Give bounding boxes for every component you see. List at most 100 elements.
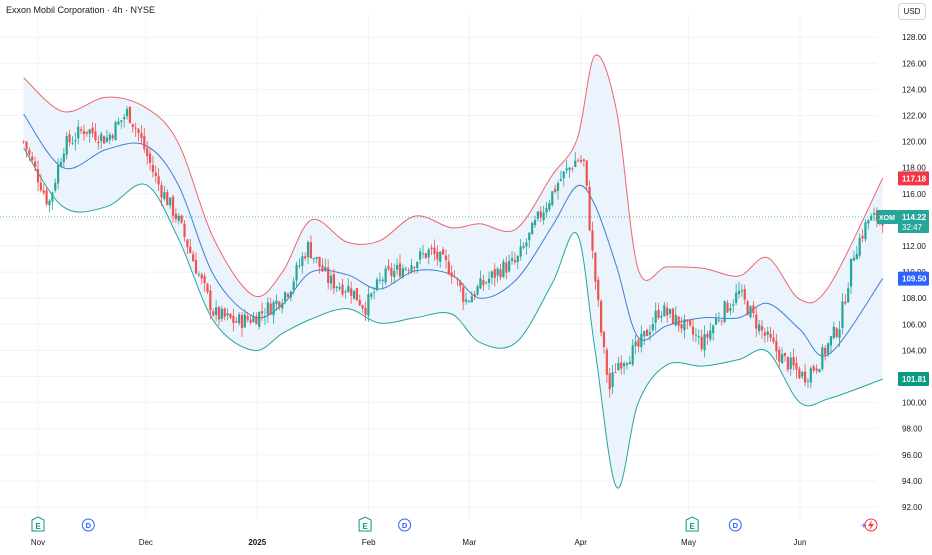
candle-body xyxy=(123,117,126,120)
dividend-marker[interactable]: D xyxy=(728,518,742,532)
upcoming-event-icon[interactable]: + xyxy=(861,518,878,532)
candle-body xyxy=(194,260,198,274)
candle-body xyxy=(640,333,643,348)
candle-body xyxy=(347,285,350,293)
candle-body xyxy=(588,186,591,231)
candle-body xyxy=(344,291,347,293)
candle-body xyxy=(487,278,491,283)
candle-body xyxy=(545,208,548,213)
candle-body xyxy=(36,169,40,183)
candle-body xyxy=(470,296,473,303)
candle-body xyxy=(594,252,597,282)
candle-body xyxy=(154,172,157,176)
candle-body xyxy=(45,190,48,205)
candle-body xyxy=(841,301,844,329)
candle-body xyxy=(691,326,695,335)
candle-body xyxy=(163,192,166,200)
candle-body xyxy=(525,242,528,247)
candle-body xyxy=(134,127,137,129)
candle-body xyxy=(258,312,261,327)
candle-body xyxy=(203,276,206,284)
y-tick-label: 122.00 xyxy=(902,112,927,121)
y-tick-label: 104.00 xyxy=(902,346,927,355)
dividend-icon-letter: D xyxy=(733,521,739,530)
dividend-icon xyxy=(81,518,95,532)
candle-body xyxy=(459,281,462,287)
candle-body xyxy=(602,331,606,348)
candle-body xyxy=(732,304,735,306)
candle-body xyxy=(648,332,652,335)
candle-body xyxy=(131,124,134,128)
candle-body xyxy=(433,247,436,254)
y-tick-label: 96.00 xyxy=(902,451,923,460)
candle-body xyxy=(772,337,775,342)
candle-body xyxy=(717,319,721,321)
candle-body xyxy=(111,135,114,139)
candle-body xyxy=(358,300,361,306)
candle-body xyxy=(206,283,209,292)
candle-body xyxy=(68,134,71,143)
candle-body xyxy=(714,318,718,325)
earnings-icon xyxy=(685,516,699,532)
candle-body xyxy=(148,153,152,163)
candle-body xyxy=(82,131,86,135)
candle-body xyxy=(71,142,74,144)
candle-body xyxy=(577,160,580,162)
candle-body xyxy=(381,279,384,281)
candle-body xyxy=(404,268,407,270)
candle-body xyxy=(232,315,235,323)
candle-body xyxy=(657,309,660,318)
candle-body xyxy=(275,300,278,305)
candle-body xyxy=(105,137,109,142)
candle-body xyxy=(631,345,634,365)
candle-body xyxy=(663,305,666,316)
dividend-marker[interactable]: D xyxy=(398,518,412,532)
candle-body xyxy=(872,213,876,215)
candle-body xyxy=(220,308,223,319)
candle-body xyxy=(215,307,218,315)
candle-body xyxy=(694,335,698,337)
candle-body xyxy=(760,326,764,331)
candle-body xyxy=(304,256,307,259)
candle-body xyxy=(726,302,729,313)
candle-body xyxy=(410,265,413,273)
candle-body xyxy=(875,210,879,221)
candle-body xyxy=(528,232,531,241)
candle-body xyxy=(574,160,577,168)
candle-body xyxy=(551,191,554,205)
candle-body xyxy=(102,136,106,144)
candle-body xyxy=(255,316,258,325)
candle-body xyxy=(493,269,496,278)
earnings-marker[interactable]: E xyxy=(358,516,372,532)
chart-title: Exxon Mobil Corporation · 4h · NYSE xyxy=(6,5,156,15)
candle-body xyxy=(324,267,327,270)
candle-body xyxy=(117,121,120,125)
candle-body xyxy=(510,258,514,261)
earnings-marker[interactable]: E xyxy=(685,516,699,532)
candle-body xyxy=(462,287,465,302)
earnings-icon xyxy=(358,516,372,532)
candle-body xyxy=(703,334,706,351)
last-price-bg xyxy=(898,210,929,234)
candle-body xyxy=(479,278,482,289)
dividend-marker[interactable]: D xyxy=(81,518,95,532)
candle-body xyxy=(654,310,657,323)
countdown-text: 32:47 xyxy=(902,223,923,232)
earnings-marker[interactable]: E xyxy=(31,516,45,532)
candle-body xyxy=(516,256,519,263)
candle-body xyxy=(568,167,571,170)
lightning-icon xyxy=(868,520,874,531)
candle-body xyxy=(643,331,646,337)
candle-body xyxy=(723,301,726,322)
candle-body xyxy=(737,290,741,295)
dividend-icon-letter: D xyxy=(402,521,408,530)
candle-body xyxy=(496,268,499,276)
candle-body xyxy=(508,260,511,272)
bollinger-bands xyxy=(23,54,884,489)
candle-body xyxy=(608,373,611,390)
currency-button[interactable]: USD xyxy=(898,3,926,20)
candle-body xyxy=(367,294,370,316)
y-tick-label: 100.00 xyxy=(902,399,927,408)
